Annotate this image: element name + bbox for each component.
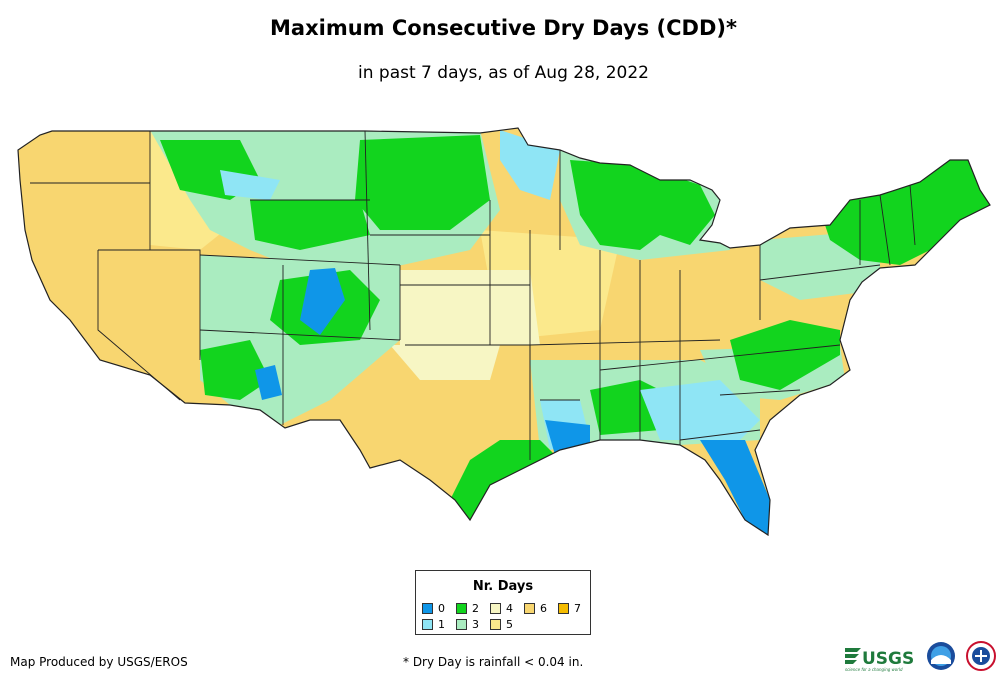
- svg-text:USGS: USGS: [862, 649, 914, 669]
- legend-item-6: 6: [524, 602, 547, 615]
- region-1-days: [640, 380, 760, 440]
- region-2-days: [570, 160, 715, 250]
- legend-item-3: 3: [456, 618, 479, 631]
- legend-swatch: [524, 603, 535, 614]
- legend-item-0: 0: [422, 602, 445, 615]
- legend-item-2: 2: [456, 602, 479, 615]
- legend: Nr. Days 0 1 2 3 4 5 6 7: [415, 570, 591, 635]
- region-2-days: [355, 135, 490, 230]
- legend-label: 7: [574, 602, 581, 615]
- region-2-days: [730, 320, 840, 390]
- legend-label: 2: [472, 602, 479, 615]
- legend-swatch: [490, 619, 501, 630]
- region-1-days: [220, 170, 280, 200]
- legend-label: 3: [472, 618, 479, 631]
- legend-swatch: [456, 619, 467, 630]
- svg-text:science for a changing world: science for a changing world: [845, 667, 903, 672]
- region-4-days: [395, 270, 540, 345]
- region-2-days: [250, 200, 370, 250]
- region-0-days: [300, 268, 345, 335]
- legend-swatch: [456, 603, 467, 614]
- dry-day-note: * Dry Day is rainfall < 0.04 in.: [403, 655, 584, 669]
- state-boundaries: [17, 127, 991, 537]
- nws-logo: [966, 641, 996, 671]
- map-subtitle: in past 7 days, as of Aug 28, 2022: [358, 63, 649, 83]
- legend-label: 0: [438, 602, 445, 615]
- region-2-days: [820, 160, 990, 265]
- usgs-logo: USGS science for a changing world: [845, 648, 914, 672]
- legend-swatch: [490, 603, 501, 614]
- legend-item-4: 4: [490, 602, 513, 615]
- legend-swatch: [422, 619, 433, 630]
- legend-swatch: [558, 603, 569, 614]
- legend-label: 5: [506, 618, 513, 631]
- legend-item-1: 1: [422, 618, 445, 631]
- legend-title: Nr. Days: [472, 579, 534, 594]
- region-2-days: [200, 340, 270, 400]
- region-0-days: [700, 440, 770, 535]
- legend-label: 6: [540, 602, 547, 615]
- legend-item-5: 5: [490, 618, 513, 631]
- agency-logos: USGS science for a changing world: [845, 641, 996, 672]
- legend-item-7: 7: [558, 602, 581, 615]
- region-2-days: [450, 440, 560, 520]
- region-0-days: [255, 365, 282, 400]
- noaa-logo: [927, 642, 955, 670]
- legend-label: 4: [506, 602, 513, 615]
- map-title: Maximum Consecutive Dry Days (CDD)*: [270, 16, 737, 40]
- legend-label: 1: [438, 618, 445, 631]
- region-4-days: [390, 345, 500, 380]
- legend-swatch: [422, 603, 433, 614]
- map-credit: Map Produced by USGS/EROS: [10, 655, 188, 669]
